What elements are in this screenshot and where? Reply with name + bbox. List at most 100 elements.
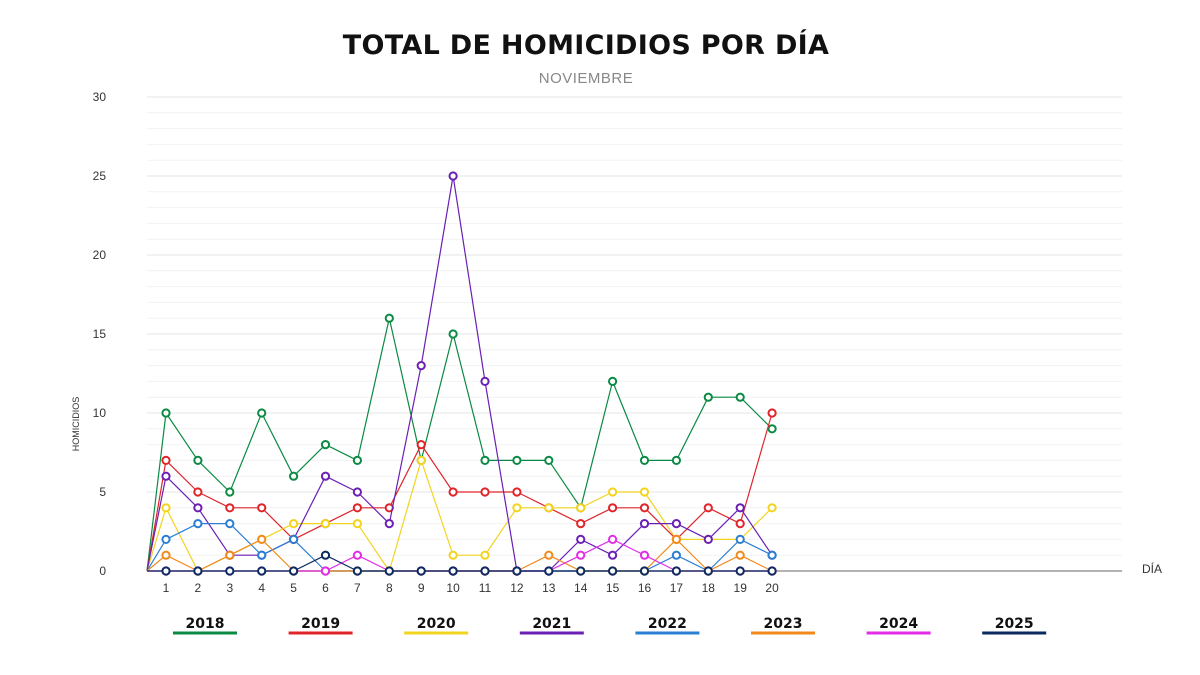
data-point [193, 503, 203, 513]
data-point [671, 534, 682, 545]
data-point [639, 550, 650, 560]
data-point [703, 503, 713, 513]
data-point [512, 503, 522, 513]
data-point [352, 503, 362, 513]
data-point [320, 440, 331, 450]
data-point [735, 550, 745, 560]
data-point [320, 519, 331, 529]
x-axis-label: DÍA [1142, 561, 1162, 576]
y-tick-label: 15 [93, 327, 107, 341]
legend-label: 2021 [532, 616, 571, 632]
x-tick-label: 18 [702, 581, 716, 595]
data-point [639, 503, 650, 513]
x-tick-label: 4 [258, 581, 265, 595]
data-point [480, 455, 490, 465]
data-point [289, 534, 299, 545]
data-point [767, 503, 777, 513]
data-point [161, 455, 171, 465]
x-tick-label: 13 [542, 581, 556, 595]
data-point [735, 392, 745, 402]
series-2022 [146, 519, 777, 576]
data-point [735, 534, 745, 545]
data-point [225, 503, 235, 513]
data-point [161, 503, 171, 513]
chart-title: TOTAL DE HOMICIDIOS POR DÍA [342, 30, 830, 61]
data-point [512, 455, 522, 465]
x-tick-label: 7 [354, 581, 361, 595]
series-2025 [147, 550, 777, 576]
data-point [703, 566, 713, 576]
x-tick-label: 20 [765, 581, 779, 595]
y-tick-label: 20 [93, 248, 107, 262]
data-point [448, 171, 458, 181]
data-point [576, 519, 586, 529]
data-point [416, 440, 426, 450]
data-point [767, 566, 777, 576]
data-point [735, 503, 745, 513]
legend-label: 2023 [764, 616, 803, 632]
data-point [512, 566, 522, 576]
data-point [448, 550, 458, 560]
series-line-2021 [146, 175, 773, 572]
data-point [193, 519, 203, 529]
legend: 2018 2019 2020 2021 2022 2023 2024 2025 [173, 616, 1047, 635]
data-point [257, 550, 267, 560]
data-point [320, 471, 331, 481]
data-point [257, 503, 267, 513]
data-point [608, 566, 618, 576]
legend-item-2018: 2018 [173, 616, 237, 635]
series-2018 [146, 313, 777, 572]
y-tick-label: 0 [99, 564, 106, 578]
data-point [639, 487, 650, 497]
data-point [161, 534, 171, 545]
data-point [352, 566, 362, 576]
data-point [703, 392, 713, 402]
data-point [352, 519, 362, 529]
data-point [193, 455, 203, 465]
x-tick-label: 15 [606, 581, 620, 595]
legend-label: 2020 [417, 616, 456, 632]
data-point [576, 550, 586, 560]
y-axis-label: HOMICIDIOS [71, 397, 81, 452]
data-point [576, 566, 586, 576]
x-tick-label: 11 [479, 581, 492, 595]
legend-item-2020: 2020 [404, 616, 469, 635]
data-point [671, 455, 682, 465]
y-tick-label: 10 [93, 406, 107, 420]
data-point [512, 487, 522, 497]
data-point [767, 550, 777, 560]
data-point [448, 329, 458, 339]
data-point [289, 471, 299, 481]
data-point [257, 408, 267, 418]
legend-label: 2019 [301, 616, 340, 632]
x-tick-label: 12 [510, 581, 524, 595]
data-point [384, 566, 394, 576]
x-tick-label: 16 [638, 581, 652, 595]
y-tick-label: 30 [93, 90, 107, 104]
data-point [416, 566, 426, 576]
data-point [480, 376, 490, 386]
data-point [480, 566, 490, 576]
data-point [608, 550, 618, 560]
legend-item-2022: 2022 [635, 616, 700, 635]
x-tick-label: 5 [290, 581, 297, 595]
grid-lines [147, 96, 1122, 556]
legend-item-2023: 2023 [751, 616, 815, 635]
x-tick-label: 10 [446, 581, 460, 595]
data-point [416, 455, 426, 465]
series-2020 [146, 455, 777, 576]
data-point [671, 550, 682, 560]
x-tick-label: 17 [670, 581, 684, 595]
legend-item-2024: 2024 [866, 616, 931, 635]
data-point [448, 566, 458, 576]
x-tick-label: 14 [574, 581, 588, 595]
data-point [639, 519, 650, 529]
data-point [767, 408, 777, 418]
data-point [225, 519, 235, 529]
data-point [576, 503, 586, 513]
data-point [257, 534, 267, 545]
data-point [289, 566, 299, 576]
data-point [193, 487, 203, 497]
